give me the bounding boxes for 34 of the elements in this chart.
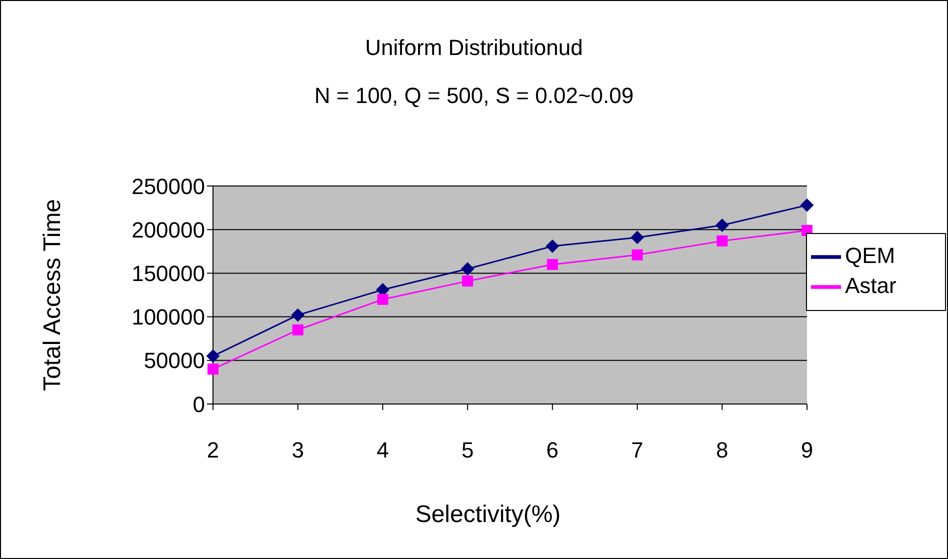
point [377, 294, 388, 305]
point [462, 276, 474, 287]
y-tick-label: 100000 [132, 304, 205, 330]
point [292, 324, 304, 336]
point [208, 364, 218, 375]
x-tick-label: 8 [716, 438, 728, 463]
x-axis-title: Selectivity(%) [414, 501, 562, 529]
point [291, 308, 304, 322]
point [630, 230, 644, 244]
x-tick-label: 6 [546, 438, 559, 463]
x-tick-label: 2 [206, 438, 220, 463]
y-tick-label: 0 [192, 392, 205, 417]
point [206, 350, 220, 363]
x-tick-label: 3 [292, 438, 304, 463]
x-tick-label: 7 [631, 438, 644, 463]
x-tick-label: 5 [461, 438, 474, 463]
point [716, 218, 729, 232]
point [546, 258, 558, 270]
chart-subtitle: N = 100, Q = 500, S = 0.02~0.09 [313, 83, 635, 109]
chart-title: Uniform Distributionud [364, 35, 584, 61]
point [546, 240, 559, 253]
y-tick-label: 250000 [132, 174, 205, 199]
point [716, 235, 728, 246]
x-tick-label: 4 [376, 438, 389, 463]
point [461, 262, 474, 276]
y-axis-title: Total Access Time [39, 198, 67, 392]
y-tick-label: 150000 [132, 261, 205, 286]
x-tick-label: 9 [800, 438, 814, 463]
point [800, 198, 814, 212]
legend-label: Astar [845, 272, 896, 298]
point [632, 249, 643, 260]
y-tick-label: 200000 [132, 217, 205, 242]
y-tick-label: 50000 [144, 348, 205, 374]
legend-label: QEM [845, 242, 896, 268]
